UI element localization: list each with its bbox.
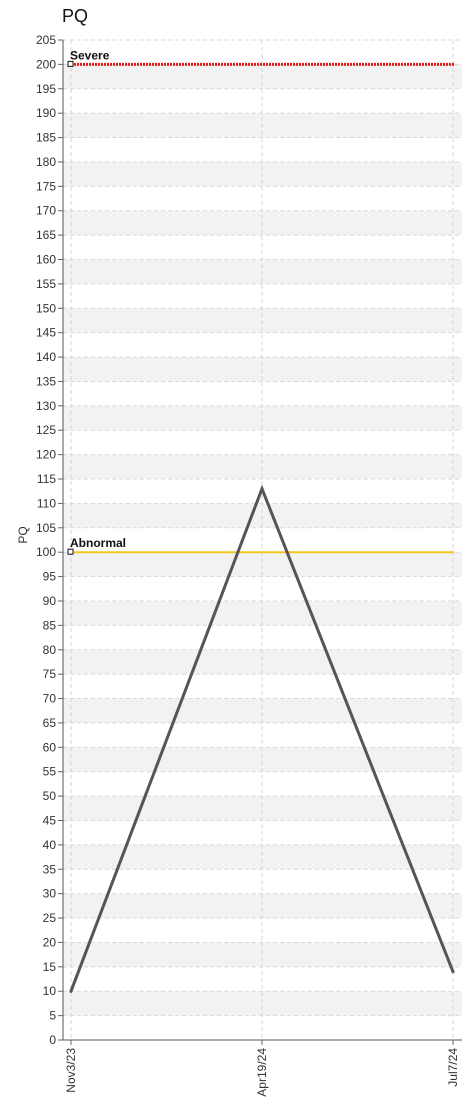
y-tick-label: 185 [36,131,56,145]
axes [58,39,462,1045]
y-tick-label: 195 [36,82,56,96]
y-tick-label: 145 [36,326,56,340]
grid-band [63,747,462,772]
y-tick-label: 160 [36,253,56,267]
x-tick-label: Nov3/23 [64,1048,78,1093]
y-tick-label: 165 [36,228,56,242]
y-tick-label: 95 [43,570,57,584]
y-tick-label: 60 [43,740,57,754]
y-tick-labels: 0 5 10 15 20 25 30 35 40 45 50 55 60 65 70 75 80 85 90 95 10… [36,33,56,1047]
reference-marker [67,60,74,67]
y-tick-label: 125 [36,423,56,437]
data-point [260,487,264,491]
reference-marker [67,548,74,555]
y-tick-label: 70 [43,692,57,706]
y-tick-label: 170 [36,204,56,218]
y-tick-label: 175 [36,179,56,193]
x-tick-label: Apr19/24 [255,1048,269,1097]
chart-title: PQ [62,6,89,26]
grid-band [63,796,462,821]
y-tick-label: 0 [49,1033,56,1047]
data-point [69,989,73,993]
y-tick-label: 190 [36,106,56,120]
y-tick-label: 10 [43,984,57,998]
y-tick-label: 55 [43,765,57,779]
y-tick-label: 30 [43,887,57,901]
x-tick-label: Jul7/24 [446,1048,460,1087]
y-tick-label: 15 [43,960,57,974]
y-tick-label: 75 [43,667,57,681]
y-tick-label: 155 [36,277,56,291]
y-tick-label: 180 [36,155,56,169]
y-tick-label: 105 [36,521,56,535]
y-tick-label: 135 [36,374,56,388]
data-point [451,970,455,974]
reference-label: Abnormal [70,536,126,550]
y-tick-label: 100 [36,545,56,559]
reference-label: Severe [70,48,110,62]
y-tick-label: 45 [43,813,57,827]
y-tick-label: 90 [43,594,57,608]
x-tick-labels: Nov3/23 Apr19/24 Jul7/24 [64,1048,460,1097]
y-tick-label: 120 [36,448,56,462]
y-axis-title: PQ [16,526,30,543]
y-tick-label: 200 [36,57,56,71]
y-tick-label: 110 [37,496,56,510]
reference-lines: Severe Abnormal [67,48,454,555]
y-tick-label: 25 [43,911,57,925]
series-lines [69,484,455,993]
y-tick-label: 5 [49,1009,56,1023]
y-tick-label: 85 [43,618,57,632]
grid-band [63,698,462,723]
y-tick-label: 20 [43,935,57,949]
y-tick-label: 115 [37,472,56,486]
y-tick-label: 150 [36,301,56,315]
y-tick-label: 140 [36,350,56,364]
y-tick-label: 130 [36,399,56,413]
y-tick-label: 40 [43,838,57,852]
y-tick-label: 80 [43,643,57,657]
vertical-gridlines [70,40,454,1040]
y-tick-label: 65 [43,716,57,730]
y-tick-label: 205 [36,33,56,47]
y-tick-label: 35 [43,862,57,876]
y-tick-label: 50 [43,789,57,803]
